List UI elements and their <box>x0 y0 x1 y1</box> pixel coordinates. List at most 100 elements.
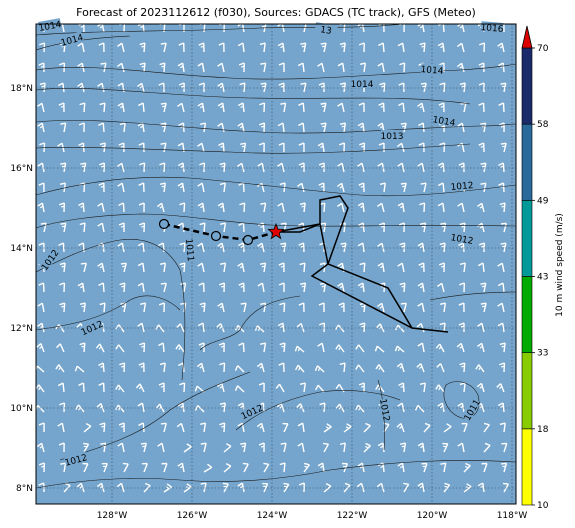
lat-tick-label: 8°N <box>16 484 33 494</box>
wind-barb <box>403 482 410 493</box>
wind-barb <box>80 162 87 173</box>
wind-barb <box>300 282 307 293</box>
wind-barb <box>240 142 247 153</box>
wind-barb <box>419 382 426 393</box>
wind-barb <box>359 62 367 73</box>
wind-barb <box>138 142 145 153</box>
wind-barb <box>160 122 167 133</box>
wind-barb <box>199 302 206 313</box>
wind-barb <box>417 24 425 33</box>
wind-barb <box>223 443 232 453</box>
wind-barb <box>118 422 125 433</box>
wind-barb <box>479 42 486 53</box>
wind-barb <box>115 404 125 413</box>
wind-barb <box>357 162 365 173</box>
wind-barb <box>458 162 465 173</box>
wind-barb <box>159 162 166 173</box>
wind-barb <box>378 102 385 113</box>
wind-barb <box>197 262 205 273</box>
wind-barb <box>398 102 405 113</box>
wind-barb <box>240 442 247 453</box>
wind-barb <box>254 325 265 333</box>
wind-barb <box>218 142 225 153</box>
wind-barb <box>358 382 365 393</box>
wind-barb <box>335 344 345 353</box>
wind-barb <box>375 364 385 373</box>
wind-barb <box>336 182 345 193</box>
wind-barb <box>60 162 67 173</box>
wind-barb <box>39 462 46 473</box>
wind-barb <box>260 82 267 93</box>
wind-barb <box>237 482 245 493</box>
wind-barb <box>399 242 406 253</box>
wind-barb <box>314 365 325 373</box>
wind-barb <box>497 322 505 333</box>
wind-barb <box>477 262 485 273</box>
wind-barb <box>197 322 205 333</box>
wind-barb <box>179 202 186 213</box>
wind-barb <box>180 302 187 313</box>
wind-barb <box>417 162 425 173</box>
track-line <box>163 222 277 242</box>
wind-barb <box>260 262 267 273</box>
wind-barb <box>322 442 330 453</box>
wind-barb <box>217 202 225 213</box>
wind-barb <box>37 302 45 313</box>
wind-barb <box>397 262 405 273</box>
wind-barb <box>298 302 305 313</box>
isobar-label-bg <box>450 231 474 245</box>
wind-barb <box>79 222 86 233</box>
isobar-label: 1012 <box>450 233 474 247</box>
wind-barb <box>443 423 452 433</box>
wind-barb <box>480 182 487 193</box>
wind-barb <box>463 462 471 473</box>
wind-barb <box>199 222 206 233</box>
wind-barb <box>197 202 205 213</box>
wind-barb <box>459 362 466 373</box>
wind-barb <box>200 442 207 453</box>
wind-barb <box>498 102 505 113</box>
wind-barb <box>194 385 205 393</box>
wind-barb <box>263 462 270 473</box>
wind-barb <box>398 382 405 393</box>
wind-barb <box>259 102 266 113</box>
wind-barb <box>377 62 385 73</box>
isobar-label-bg <box>79 317 104 337</box>
isobar-lines <box>36 24 516 489</box>
wind-barb <box>177 102 185 113</box>
wind-barb <box>178 42 185 53</box>
wind-barb <box>295 364 305 373</box>
graticule <box>36 24 516 504</box>
wind-barb <box>317 342 325 353</box>
wind-barb <box>98 382 105 393</box>
wind-barb <box>456 342 465 353</box>
wind-barb <box>203 463 213 473</box>
wind-barb <box>437 182 445 193</box>
wind-barb <box>458 322 465 333</box>
wind-barb <box>83 423 92 433</box>
track-point <box>210 230 222 242</box>
isobar-label: 1011 <box>183 238 195 262</box>
wind-barb <box>318 302 325 313</box>
wind-barb <box>117 162 125 173</box>
wind-barb <box>400 442 407 453</box>
wind-barb <box>277 322 285 333</box>
wind-barb <box>500 142 507 153</box>
wind-barb <box>219 222 227 233</box>
wind-barb <box>98 362 105 373</box>
wind-barb <box>177 182 185 193</box>
wind-barb <box>417 242 425 253</box>
wind-barb <box>318 182 325 193</box>
wind-barb <box>499 342 506 353</box>
wind-barb <box>277 202 285 213</box>
wind-barb <box>257 242 265 253</box>
wind-barb <box>155 324 165 333</box>
wind-barb <box>397 402 405 413</box>
wind-barb <box>160 102 167 113</box>
wind-barb <box>439 322 446 333</box>
wind-barb <box>143 482 151 493</box>
wind-barb <box>300 42 307 53</box>
wind-barb <box>397 42 405 53</box>
lat-tick-label: 18°N <box>10 84 33 94</box>
wind-barb <box>414 404 425 413</box>
